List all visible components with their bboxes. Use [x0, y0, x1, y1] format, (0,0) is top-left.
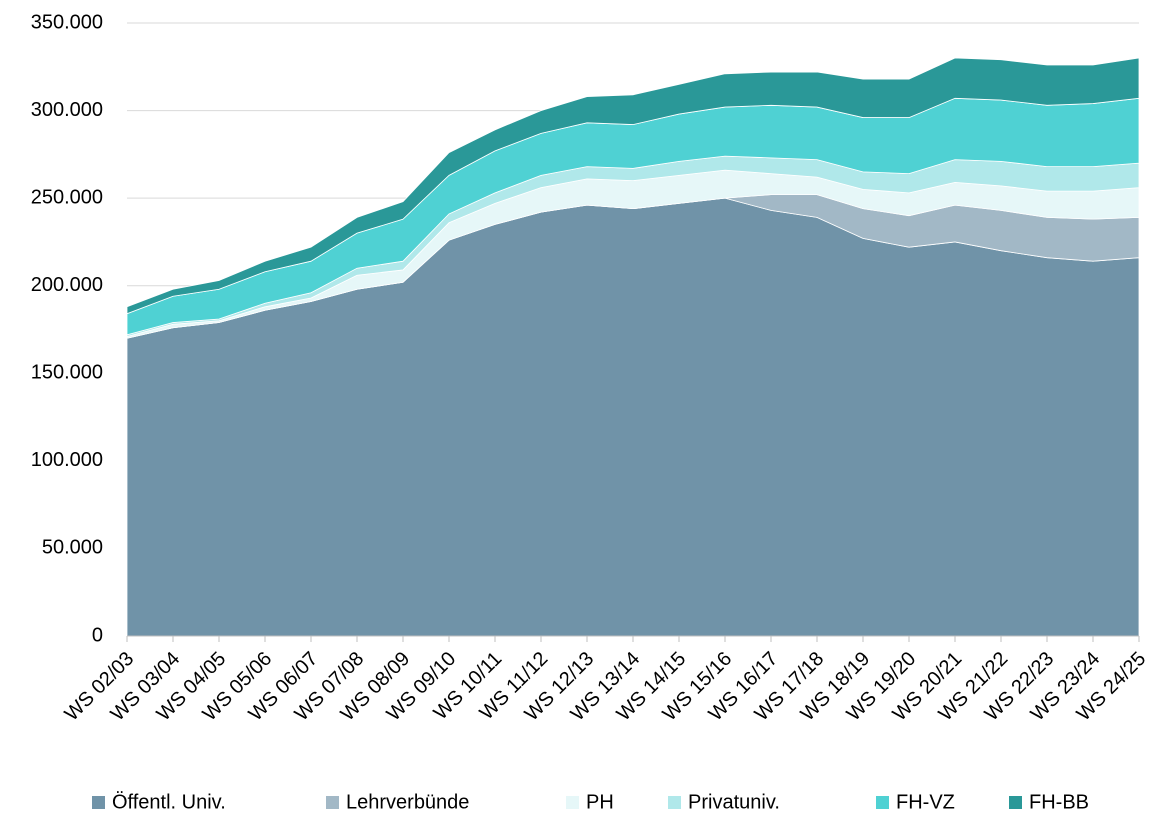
legend-swatch: [876, 796, 889, 809]
y-tick-label: 0: [92, 624, 103, 646]
legend-swatch: [92, 796, 105, 809]
y-tick-label: 250.000: [31, 186, 103, 208]
legend-swatch: [668, 796, 681, 809]
legend-label: FH-VZ: [896, 791, 955, 813]
y-tick-label: 50.000: [42, 537, 103, 559]
legend-swatch: [326, 796, 339, 809]
y-tick-label: 350.000: [31, 11, 103, 33]
legend-label: PH: [586, 791, 614, 813]
legend-label: Lehrverbünde: [346, 791, 469, 813]
legend-swatch: [1009, 796, 1022, 809]
legend-label: Öffentl. Univ.: [112, 791, 226, 813]
area: [126, 57, 1140, 315]
y-tick-label: 150.000: [31, 362, 103, 384]
legend-swatch: [566, 796, 579, 809]
legend-label: FH-BB: [1029, 791, 1089, 813]
y-tick-label: 300.000: [31, 99, 103, 121]
y-tick-label: 100.000: [31, 449, 103, 471]
legend-label: Privatuniv.: [688, 791, 780, 813]
y-tick-label: 200.000: [31, 274, 103, 296]
